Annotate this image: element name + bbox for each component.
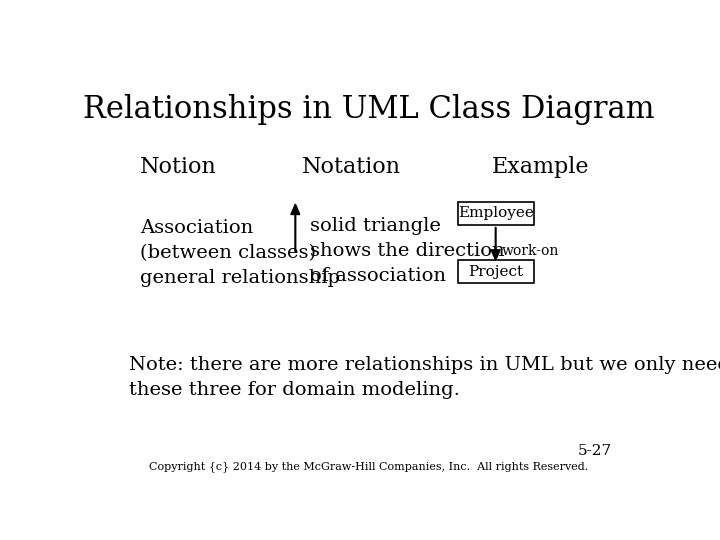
Text: Note: there are more relationships in UML but we only need
these three for domai: Note: there are more relationships in UM… xyxy=(129,356,720,399)
Text: Notion: Notion xyxy=(140,156,217,178)
Text: Copyright {c} 2014 by the McGraw-Hill Companies, Inc.  All rights Reserved.: Copyright {c} 2014 by the McGraw-Hill Co… xyxy=(149,462,589,472)
Bar xyxy=(459,202,534,225)
Bar xyxy=(459,260,534,283)
Text: 5-27: 5-27 xyxy=(577,444,612,458)
Text: Relationships in UML Class Diagram: Relationships in UML Class Diagram xyxy=(84,94,654,125)
Text: Association
(between classes)
general relationship: Association (between classes) general re… xyxy=(140,219,341,287)
Polygon shape xyxy=(291,204,300,214)
Text: solid triangle
shows the direction
of association: solid triangle shows the direction of as… xyxy=(310,217,505,285)
Text: Example: Example xyxy=(492,156,589,178)
Text: Notation: Notation xyxy=(302,156,401,178)
Text: Project: Project xyxy=(469,265,523,279)
Polygon shape xyxy=(491,250,500,260)
Text: work-on: work-on xyxy=(502,244,559,258)
Text: Employee: Employee xyxy=(458,206,534,220)
